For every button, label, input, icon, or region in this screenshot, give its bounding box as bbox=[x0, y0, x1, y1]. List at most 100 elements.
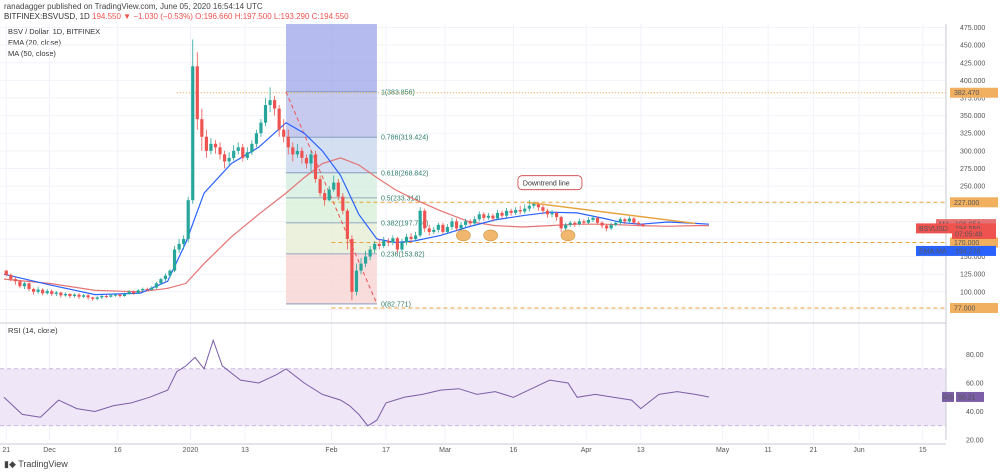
candle-body bbox=[263, 105, 268, 123]
candle-body bbox=[59, 292, 63, 296]
rsi-tick-label: 60.00 bbox=[966, 381, 984, 388]
time-tick-label: May bbox=[716, 447, 730, 454]
candle-body bbox=[350, 238, 354, 292]
price-tick-label: 450.000 bbox=[960, 43, 985, 50]
time-tick-label: 17 bbox=[382, 447, 390, 454]
candle-body bbox=[354, 270, 359, 292]
candle-body bbox=[86, 295, 90, 298]
rsi-legend[interactable]: RSI (14, close) bbox=[8, 326, 58, 335]
candle-body bbox=[286, 136, 290, 148]
fib-level-label: 0.382(197.786) bbox=[381, 220, 428, 227]
candle-body bbox=[72, 294, 77, 297]
downtrend-line bbox=[526, 201, 696, 225]
time-tick-label: 21 bbox=[810, 447, 818, 454]
chart-title[interactable]: BSV / Dollar, 1D, BITFINEX bbox=[8, 27, 101, 36]
candle-body bbox=[582, 221, 586, 223]
candle-body bbox=[118, 294, 122, 297]
candle-body bbox=[377, 243, 381, 246]
candle-body bbox=[445, 226, 450, 232]
candle-body bbox=[391, 238, 395, 243]
candle-body bbox=[168, 270, 172, 276]
candle-body bbox=[91, 297, 95, 299]
time-tick-label: 21 bbox=[2, 447, 10, 454]
candle-body bbox=[482, 214, 486, 218]
candle-body bbox=[109, 295, 113, 297]
price-tick-label: 400.000 bbox=[960, 78, 985, 85]
candle-body bbox=[63, 293, 67, 296]
annotation-bubble bbox=[517, 175, 583, 191]
level-price-label: 227.000 bbox=[954, 200, 979, 207]
candle-body bbox=[404, 236, 409, 243]
candle-body bbox=[323, 193, 327, 201]
ema20-line bbox=[3, 121, 710, 296]
time-tick-label: 11 bbox=[764, 447, 771, 454]
candle-body bbox=[614, 222, 618, 225]
price-tag-box bbox=[916, 245, 952, 256]
candle-body bbox=[68, 293, 72, 297]
support-marker bbox=[456, 229, 471, 242]
candle-body bbox=[318, 179, 322, 194]
price-pane[interactable]: 1(383.856) 0.786(319.424) 0.618(268.842) 0.… bbox=[0, 24, 946, 440]
fib-level-label: 0(82.771) bbox=[381, 301, 411, 308]
candle-body bbox=[236, 147, 240, 151]
candle-body bbox=[313, 154, 318, 180]
candle-body bbox=[363, 256, 368, 264]
rsi-band bbox=[0, 368, 946, 426]
price-value-box bbox=[952, 229, 996, 240]
time-tick-label: Dec bbox=[43, 447, 56, 454]
rsi-tag-box bbox=[942, 391, 954, 402]
price-tick-label: 100.000 bbox=[960, 289, 985, 296]
price-value-box bbox=[952, 245, 996, 256]
candle-body bbox=[150, 287, 154, 290]
candle-body bbox=[145, 288, 149, 290]
level-price-box bbox=[950, 87, 998, 98]
candle-body bbox=[423, 210, 427, 229]
time-tick-label: Apr bbox=[581, 447, 593, 454]
candle-body bbox=[309, 154, 313, 164]
fib-level-label: 1(383.856) bbox=[381, 89, 415, 96]
candle-body bbox=[600, 222, 604, 226]
candle-body bbox=[209, 143, 213, 151]
price-tick-label: 425.000 bbox=[960, 60, 985, 67]
rsi-tick-label: 40.00 bbox=[966, 409, 984, 416]
candle-body bbox=[591, 217, 595, 220]
candle-body bbox=[627, 218, 631, 222]
candle-body bbox=[436, 224, 440, 230]
candle-body bbox=[386, 241, 390, 243]
candle-body bbox=[81, 295, 86, 297]
header-bar: ranadagger published on TradingView.com,… bbox=[0, 0, 1000, 22]
candle-body bbox=[104, 296, 108, 298]
ma-legend[interactable]: MA (50, close) bbox=[8, 49, 56, 58]
level-price-label: 382.470 bbox=[954, 90, 979, 97]
candle-body bbox=[22, 283, 27, 287]
candle-body bbox=[500, 212, 504, 216]
rsi-pane[interactable] bbox=[0, 338, 946, 427]
candle-body bbox=[232, 150, 236, 158]
price-tick-label: 150.000 bbox=[960, 254, 985, 261]
symbol-label: BITFINEX:BSVUSD, 1D bbox=[4, 12, 90, 21]
brand-label: TradingView bbox=[18, 459, 68, 469]
candle-body bbox=[441, 224, 445, 232]
ma50-line bbox=[3, 157, 709, 293]
candle-body bbox=[277, 108, 281, 130]
candle-body bbox=[268, 100, 272, 106]
candle-body bbox=[459, 224, 463, 229]
fib-zone bbox=[285, 172, 377, 198]
candle-body bbox=[382, 241, 386, 246]
candle-body bbox=[395, 238, 400, 250]
candle-body bbox=[273, 100, 277, 109]
candle-body bbox=[359, 263, 363, 271]
price-tick-label: 325.000 bbox=[960, 131, 985, 138]
price-tick-label: 250.000 bbox=[960, 184, 985, 191]
ema-legend[interactable]: EMA (20, close) bbox=[8, 38, 61, 47]
time-tick-label: Jun bbox=[853, 447, 864, 454]
candle-body bbox=[618, 219, 622, 223]
candle-body bbox=[486, 215, 490, 218]
time-tick-label: 13 bbox=[637, 447, 645, 454]
candle-body bbox=[45, 291, 49, 294]
candle-body bbox=[227, 157, 231, 162]
tradingview-footer[interactable]: ▮◆ TradingView bbox=[4, 459, 68, 470]
symbol-ohlc-line: BITFINEX:BSVUSD, 1D 194.550 ▼ −1.030 (−0… bbox=[4, 12, 349, 22]
candle-body bbox=[495, 212, 500, 219]
